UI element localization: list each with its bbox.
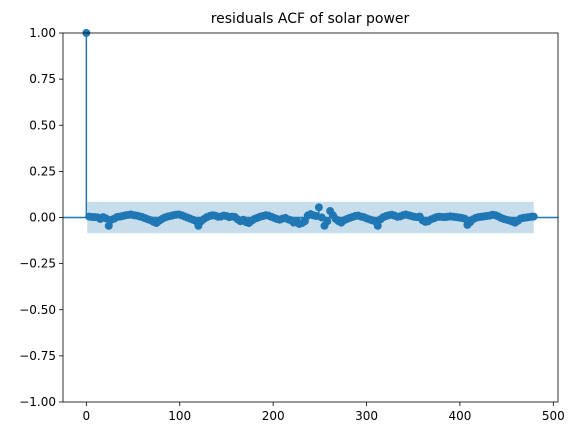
- y-tick-label: 0.00: [29, 211, 56, 225]
- acf-point: [323, 217, 332, 226]
- x-tick-label: 400: [448, 409, 471, 423]
- acf-point: [314, 203, 323, 212]
- y-tick-label: −0.75: [19, 349, 56, 363]
- chart-title: residuals ACF of solar power: [211, 11, 410, 27]
- y-tick-label: −1.00: [19, 395, 56, 409]
- acf-point: [104, 221, 113, 230]
- stem-layer: [85, 33, 535, 226]
- acf-point: [529, 212, 538, 221]
- marker-layer: [82, 29, 538, 230]
- x-tick-label: 100: [168, 409, 191, 423]
- y-tick-label: 0.25: [29, 164, 56, 178]
- acf-point: [373, 221, 382, 230]
- y-axis-ticks: −1.00 −0.75 −0.50 −0.25 0.00 0.25 0.50 0.75 1.00: [19, 26, 63, 409]
- y-tick-label: −0.25: [19, 257, 56, 271]
- x-tick-label: 300: [355, 409, 378, 423]
- y-tick-label: 1.00: [29, 26, 56, 40]
- y-tick-label: 0.50: [29, 118, 56, 132]
- y-tick-label: −0.50: [19, 303, 56, 317]
- x-tick-label: 200: [262, 409, 285, 423]
- x-axis-ticks: 0 100 200 300 400 500: [83, 402, 565, 423]
- y-tick-label: 0.75: [29, 72, 56, 86]
- x-tick-label: 0: [83, 409, 91, 423]
- x-tick-label: 500: [542, 409, 565, 423]
